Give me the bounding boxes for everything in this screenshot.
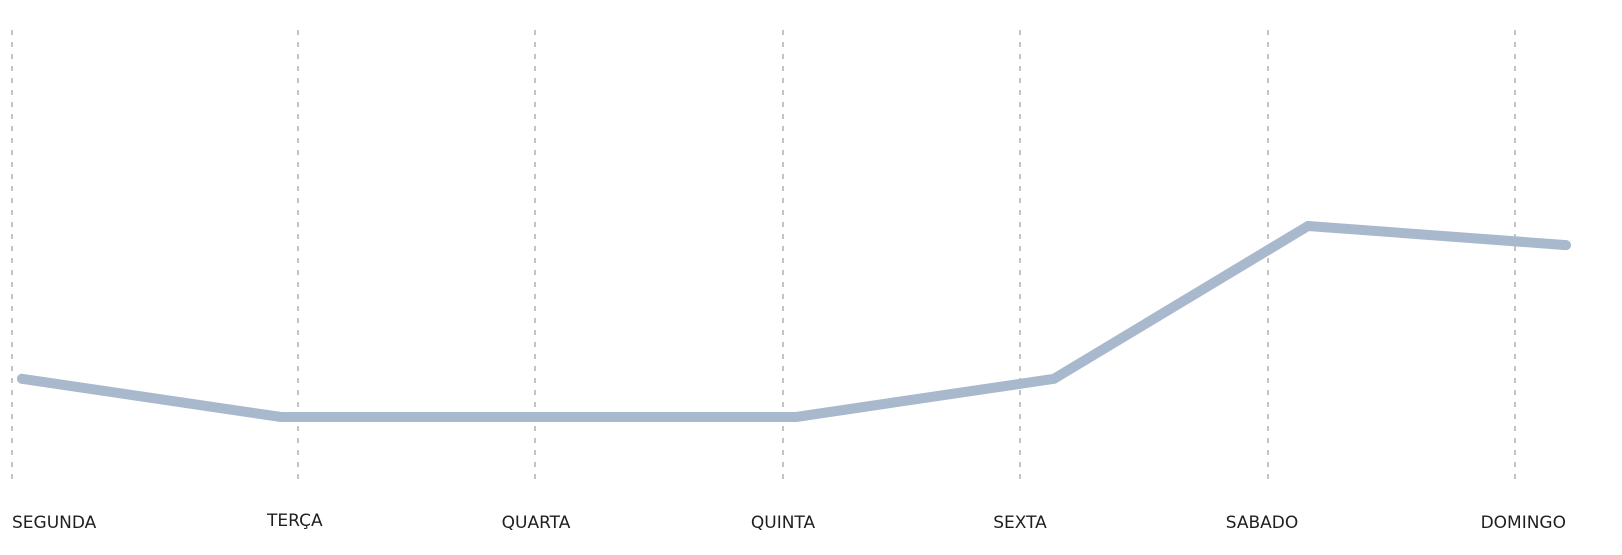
data-point-sexta [1049,373,1059,384]
x-tick-label-sexta: SEXTA [993,513,1047,533]
data-point-quinta [791,412,801,422]
data-point-quarta [530,412,540,422]
series-layer [17,221,1571,422]
x-tick-label-terça: TERÇA [266,511,323,531]
x-axis-labels: SEGUNDA TERÇA QUARTA QUINTA SEXTA SABADO DOMIN… [12,511,1566,533]
x-tick-label-quarta: QUARTA [502,513,571,533]
data-point-domingo [1561,240,1571,251]
data-point-segunda [17,373,27,384]
x-tick-label-quinta: QUINTA [751,513,816,533]
series-line [17,221,1571,422]
grid-layer [11,30,1516,485]
x-tick-label-domingo: DOMINGO [1481,513,1566,533]
x-tick-label-sabado: SABADO [1226,513,1299,533]
x-tick-label-segunda: SEGUNDA [12,513,97,533]
data-point-sabado [1303,221,1313,231]
data-point-terça [276,412,286,422]
